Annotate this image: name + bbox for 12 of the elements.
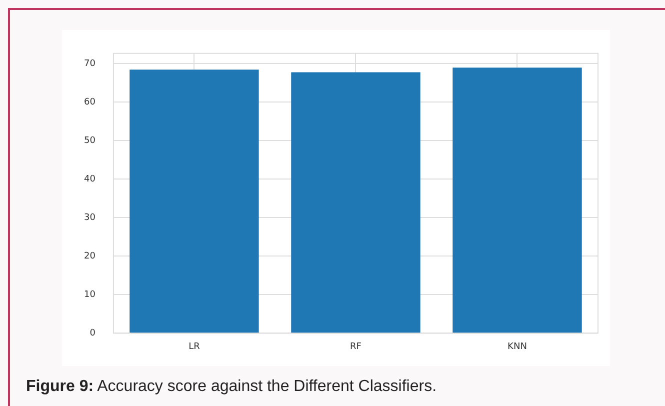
y-tick-label: 30: [84, 212, 96, 223]
y-tick-label: 40: [84, 174, 96, 184]
y-tick-label: 60: [84, 97, 96, 108]
y-tick-label: 10: [84, 290, 96, 300]
y-tick-label: 20: [84, 251, 96, 262]
y-tick-label: 0: [90, 328, 96, 339]
x-tick-label: RF: [350, 342, 362, 352]
y-tick-label: 70: [84, 58, 96, 69]
text: Figure 9: Accuracy score against the Different Classifiers.: [26, 378, 437, 396]
x-tick-label: KNN: [508, 342, 527, 352]
x-tick-label: LR: [188, 342, 200, 352]
y-tick-label: 50: [84, 136, 96, 146]
